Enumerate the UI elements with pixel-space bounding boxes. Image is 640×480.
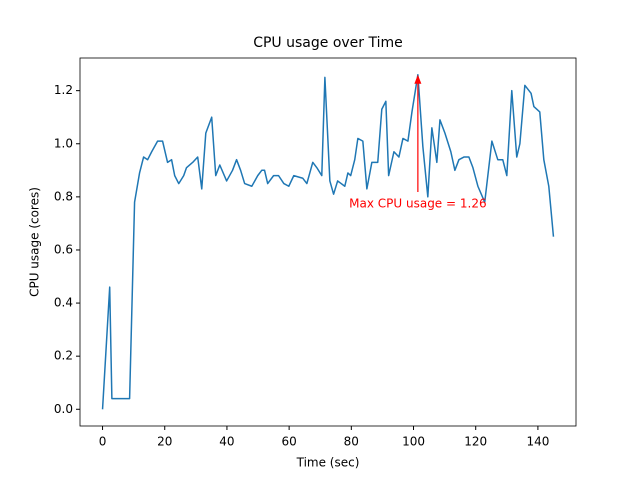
y-tick-label: 0.8 (54, 189, 73, 203)
x-tick-label: 80 (344, 435, 359, 449)
chart-title: CPU usage over Time (253, 35, 403, 51)
x-axis-label: Time (sec) (296, 456, 360, 470)
annotation-text: Max CPU usage = 1.26 (349, 197, 486, 211)
annotation-arrowhead (414, 74, 422, 84)
x-tick-label: 120 (464, 435, 487, 449)
y-axis-label: CPU usage (cores) (28, 187, 42, 297)
x-tick-label: 140 (526, 435, 549, 449)
y-tick-label: 0.6 (54, 242, 73, 256)
cpu-line (101, 73, 555, 410)
y-tick-label: 0.4 (54, 296, 73, 310)
y-tick-label: 1.2 (54, 83, 73, 97)
y-tick-label: 1.0 (54, 136, 73, 150)
x-tick-label: 40 (219, 435, 234, 449)
x-tick-label: 20 (157, 435, 172, 449)
axes-frame (79, 57, 577, 427)
x-tick-label: 0 (99, 435, 107, 449)
x-tick-label: 60 (281, 435, 296, 449)
y-tick-label: 0.2 (54, 349, 73, 363)
y-tick-label: 0.0 (54, 402, 73, 416)
x-tick-label: 100 (402, 435, 425, 449)
